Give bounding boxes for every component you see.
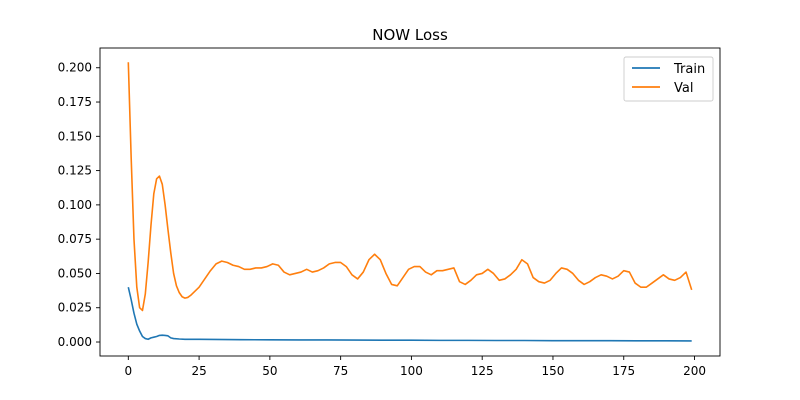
legend: Train Val bbox=[623, 56, 714, 102]
x-tick-label: 125 bbox=[471, 364, 494, 378]
series-line-val bbox=[127, 62, 693, 312]
y-tick-label: 0.125 bbox=[58, 164, 92, 178]
legend-label-train: Train bbox=[673, 62, 705, 77]
y-tick-label: 0.025 bbox=[58, 301, 92, 315]
legend-label-val: Val bbox=[674, 81, 693, 96]
x-tick-label: 25 bbox=[191, 364, 206, 378]
axes-frame bbox=[99, 47, 721, 357]
x-tick-label: 50 bbox=[262, 364, 277, 378]
axes: 0 25 50 75 100 125 150 175 200 0.000 0.025 0.050 0.0… bbox=[58, 47, 721, 378]
x-tick-label: 150 bbox=[542, 364, 565, 378]
x-tick-label: 0 bbox=[124, 364, 132, 378]
y-tick-label: 0.100 bbox=[58, 198, 92, 212]
x-tick-label: 100 bbox=[400, 364, 423, 378]
y-tick-label: 0.150 bbox=[58, 129, 92, 143]
series-line-train bbox=[127, 286, 692, 342]
y-tick-label: 0.050 bbox=[58, 266, 92, 280]
plot-area bbox=[127, 62, 693, 342]
y-tick-label: 0.175 bbox=[58, 95, 92, 109]
x-tick-label: 75 bbox=[333, 364, 348, 378]
x-tick-label: 175 bbox=[612, 364, 635, 378]
y-tick-label: 0.200 bbox=[58, 61, 92, 75]
x-tick-label: 200 bbox=[683, 364, 706, 378]
y-tick-label: 0.075 bbox=[58, 232, 92, 246]
y-tick-label: 0.000 bbox=[58, 335, 92, 349]
chart-title: NOW Loss bbox=[372, 26, 448, 44]
